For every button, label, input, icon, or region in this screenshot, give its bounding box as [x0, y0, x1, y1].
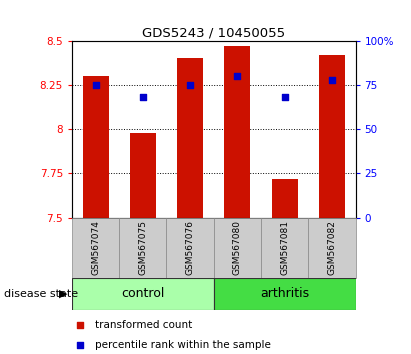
Text: GSM567075: GSM567075	[139, 220, 147, 275]
Bar	[214, 278, 356, 310]
Bar	[308, 218, 356, 278]
Bar	[72, 218, 119, 278]
Text: GSM567076: GSM567076	[186, 220, 194, 275]
Bar	[72, 278, 214, 310]
Bar	[177, 58, 203, 218]
Text: arthritis: arthritis	[260, 287, 309, 300]
Text: ▶: ▶	[60, 289, 68, 299]
Text: disease state: disease state	[4, 289, 78, 299]
Bar	[119, 218, 166, 278]
Text: control: control	[121, 287, 164, 300]
Text: GSM567082: GSM567082	[328, 220, 336, 275]
Bar	[319, 55, 345, 218]
Point	[328, 77, 335, 82]
Title: GDS5243 / 10450055: GDS5243 / 10450055	[142, 27, 285, 40]
Bar	[261, 218, 308, 278]
Point	[234, 73, 241, 79]
Bar	[166, 218, 214, 278]
Point	[187, 82, 193, 88]
Bar	[224, 46, 250, 218]
Point	[139, 95, 146, 100]
Point	[77, 342, 84, 348]
Text: GSM567081: GSM567081	[280, 220, 289, 275]
Bar	[214, 218, 261, 278]
Text: percentile rank within the sample: percentile rank within the sample	[95, 340, 270, 350]
Text: GSM567074: GSM567074	[91, 220, 100, 275]
Point	[281, 95, 288, 100]
Point	[77, 322, 84, 328]
Point	[92, 82, 99, 88]
Text: GSM567080: GSM567080	[233, 220, 242, 275]
Text: transformed count: transformed count	[95, 320, 192, 330]
Bar	[130, 133, 156, 218]
Bar	[83, 76, 109, 218]
Bar	[272, 179, 298, 218]
